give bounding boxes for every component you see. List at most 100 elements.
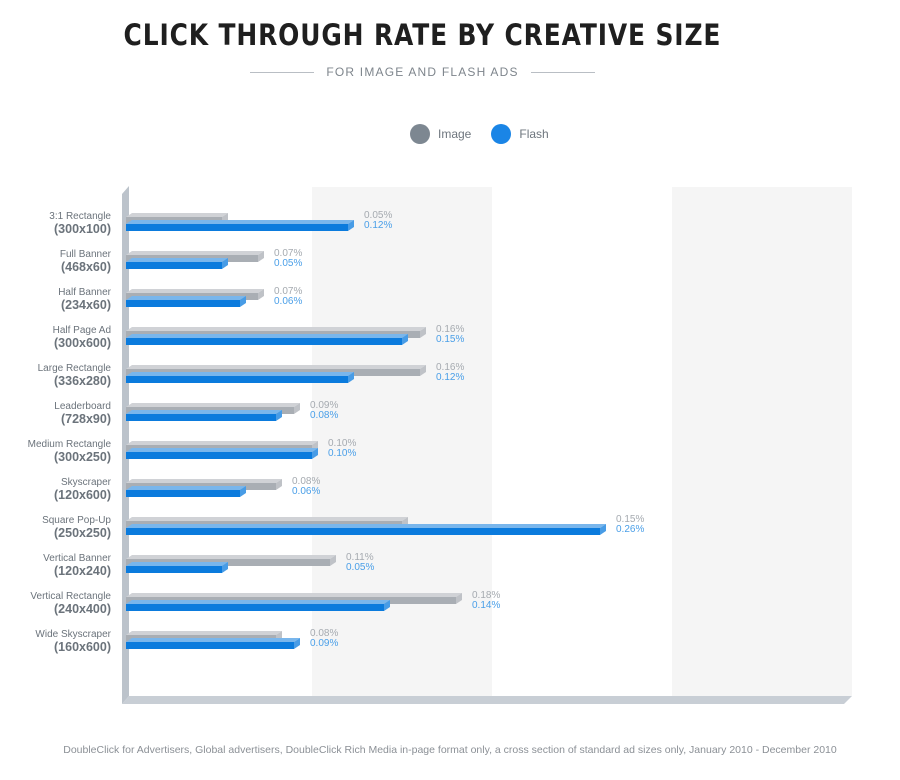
value-label-image-vertical-banner: 0.11% (346, 552, 374, 563)
legend-label-image: Image (438, 127, 472, 141)
category-name-3-1-rectangle: 3:1 Rectangle (49, 211, 111, 222)
bar-flash-large-rectangle-top (126, 372, 354, 376)
bar-flash-half-banner (126, 300, 240, 307)
category-size-skyscraper: (120x600) (54, 488, 111, 502)
legend-item-flash: Flash (491, 124, 549, 144)
bar-flash-wide-skyscraper-side (294, 638, 300, 649)
value-label-flash-vertical-rectangle: 0.14% (472, 600, 500, 611)
bar-flash-skyscraper-side (240, 486, 246, 497)
y-axis-wall (122, 186, 129, 704)
category-size-medium-rectangle: (300x250) (54, 450, 111, 464)
bar-image-leaderboard-top (126, 403, 300, 407)
bar-flash-half-banner-side (240, 296, 246, 307)
bar-flash-3-1-rectangle (126, 224, 348, 231)
bar-image-3-1-rectangle-top (126, 213, 228, 217)
value-label-image-skyscraper: 0.08% (292, 476, 320, 487)
bar-flash-wide-skyscraper-top (126, 638, 300, 642)
category-name-vertical-banner: Vertical Banner (43, 553, 111, 564)
category-size-half-page-ad: (300x600) (54, 336, 111, 350)
value-label-image-large-rectangle: 0.16% (436, 362, 464, 373)
value-label-flash-medium-rectangle: 0.10% (328, 448, 356, 459)
value-label-image-square-pop-up: 0.15% (616, 514, 644, 525)
category-size-large-rectangle: (336x280) (54, 374, 111, 388)
bar-flash-large-rectangle (126, 376, 348, 383)
x-axis-floor (122, 696, 852, 704)
bar-image-large-rectangle-side (420, 365, 426, 376)
category-name-half-page-ad: Half Page Ad (53, 325, 111, 336)
legend-item-image: Image (410, 124, 471, 144)
category-name-square-pop-up: Square Pop-Up (42, 515, 111, 526)
bar-flash-medium-rectangle (126, 452, 312, 459)
value-label-image-half-banner: 0.07% (274, 286, 302, 297)
bar-flash-vertical-rectangle-top (126, 600, 390, 604)
source-note: DoubleClick for Advertisers, Global adve… (63, 744, 837, 756)
bar-flash-square-pop-up-side (600, 524, 606, 535)
bar-flash-vertical-rectangle-side (384, 600, 390, 611)
chart-subtitle: FOR IMAGE AND FLASH ADS (326, 65, 519, 79)
chart-subtitle-row: FOR IMAGE AND FLASH ADS (250, 64, 595, 80)
category-name-full-banner: Full Banner (60, 249, 112, 260)
bar-image-vertical-banner-side (330, 555, 336, 566)
bar-flash-full-banner (126, 262, 222, 269)
category-name-leaderboard: Leaderboard (54, 401, 111, 412)
category-size-3-1-rectangle: (300x100) (54, 222, 111, 236)
legend-swatch-flash (491, 124, 512, 144)
value-label-flash-half-banner: 0.06% (274, 296, 302, 307)
value-label-flash-large-rectangle: 0.12% (436, 372, 464, 383)
bar-flash-vertical-banner-top (126, 562, 228, 566)
subtitle-rule-left (250, 71, 315, 73)
bar-image-full-banner-top (126, 251, 264, 255)
category-name-skyscraper: Skyscraper (61, 477, 112, 488)
bar-flash-vertical-banner-side (222, 562, 228, 573)
bar-image-vertical-rectangle-side (456, 593, 462, 604)
value-label-image-half-page-ad: 0.16% (436, 324, 464, 335)
legend-label-flash: Flash (519, 127, 549, 141)
bar-flash-wide-skyscraper (126, 642, 294, 649)
bar-flash-half-page-ad (126, 338, 402, 345)
bar-flash-3-1-rectangle-side (348, 220, 354, 231)
bar-flash-leaderboard-top (126, 410, 282, 414)
bar-flash-skyscraper (126, 490, 240, 497)
bar-flash-large-rectangle-side (348, 372, 354, 383)
value-label-image-medium-rectangle: 0.10% (328, 438, 356, 449)
category-size-full-banner: (468x60) (61, 260, 111, 274)
bar-flash-square-pop-up (126, 528, 600, 535)
value-label-flash-half-page-ad: 0.15% (436, 334, 464, 345)
category-size-vertical-banner: (120x240) (54, 564, 111, 578)
grid-band-2 (672, 187, 852, 696)
value-label-flash-vertical-banner: 0.05% (346, 562, 374, 573)
value-label-flash-leaderboard: 0.08% (310, 410, 338, 421)
category-name-vertical-rectangle: Vertical Rectangle (30, 591, 111, 602)
bar-flash-half-page-ad-top (126, 334, 408, 338)
value-label-flash-full-banner: 0.05% (274, 258, 302, 269)
bar-image-wide-skyscraper-top (126, 631, 282, 635)
bar-flash-half-banner-top (126, 296, 246, 300)
bar-image-half-page-ad-top (126, 327, 426, 331)
category-name-large-rectangle: Large Rectangle (38, 363, 112, 374)
bar-image-vertical-banner-top (126, 555, 336, 559)
category-name-half-banner: Half Banner (58, 287, 111, 298)
bar-flash-half-page-ad-side (402, 334, 408, 345)
bar-flash-medium-rectangle-top (126, 448, 318, 452)
value-label-image-vertical-rectangle: 0.18% (472, 590, 500, 601)
value-label-flash-3-1-rectangle: 0.12% (364, 220, 392, 231)
bar-image-half-banner-top (126, 289, 264, 293)
bar-flash-full-banner-side (222, 258, 228, 269)
value-label-flash-wide-skyscraper: 0.09% (310, 638, 338, 649)
bar-image-vertical-rectangle-top (126, 593, 462, 597)
category-size-leaderboard: (728x90) (61, 412, 111, 426)
bar-image-medium-rectangle-top (126, 441, 318, 445)
bar-flash-vertical-rectangle (126, 604, 384, 611)
value-label-image-leaderboard: 0.09% (310, 400, 338, 411)
category-size-square-pop-up: (250x250) (54, 526, 111, 540)
bar-flash-leaderboard (126, 414, 276, 421)
value-label-image-full-banner: 0.07% (274, 248, 302, 259)
category-size-half-banner: (234x60) (61, 298, 111, 312)
bar-image-half-page-ad-side (420, 327, 426, 338)
bar-flash-medium-rectangle-side (312, 448, 318, 459)
category-size-vertical-rectangle: (240x400) (54, 602, 111, 616)
bar-image-skyscraper-top (126, 479, 282, 483)
bar-flash-square-pop-up-top (126, 524, 606, 528)
category-size-wide-skyscraper: (160x600) (54, 640, 111, 654)
